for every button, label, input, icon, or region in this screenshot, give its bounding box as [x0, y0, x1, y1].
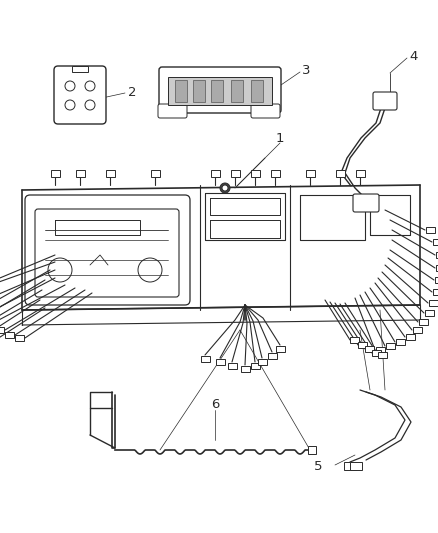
Bar [336, 169, 345, 176]
Bar [435, 252, 438, 258]
Bar [344, 462, 356, 470]
Bar [356, 169, 364, 176]
Bar [251, 363, 259, 369]
FancyBboxPatch shape [158, 104, 187, 118]
Bar [201, 356, 209, 362]
Bar [350, 337, 358, 343]
FancyBboxPatch shape [251, 104, 280, 118]
Bar [75, 169, 85, 176]
Text: 5: 5 [314, 461, 322, 473]
Bar [268, 353, 276, 359]
Bar [406, 334, 414, 340]
Circle shape [220, 183, 230, 193]
FancyBboxPatch shape [159, 67, 281, 113]
Bar [211, 80, 223, 102]
Bar [432, 239, 438, 245]
Bar [276, 346, 285, 352]
Bar [428, 300, 438, 306]
Bar [230, 169, 240, 176]
Bar [14, 335, 24, 341]
Bar [378, 352, 386, 358]
Bar [168, 77, 272, 105]
Text: 4: 4 [409, 50, 417, 62]
Bar [151, 169, 159, 176]
Text: 3: 3 [302, 63, 311, 77]
Bar [425, 227, 434, 233]
FancyBboxPatch shape [373, 92, 397, 110]
FancyBboxPatch shape [353, 194, 379, 212]
Text: 2: 2 [128, 86, 137, 100]
Bar [305, 169, 314, 176]
Bar [418, 319, 427, 325]
Bar [375, 347, 385, 353]
Text: 6: 6 [211, 399, 219, 411]
Bar [50, 169, 60, 176]
Bar [413, 327, 421, 333]
Bar [211, 169, 219, 176]
Bar [435, 265, 438, 271]
Bar [175, 80, 187, 102]
Text: 1: 1 [276, 132, 284, 144]
Bar [72, 66, 88, 72]
Bar [258, 359, 266, 365]
Bar [424, 310, 434, 316]
Bar [231, 80, 243, 102]
Bar [227, 363, 237, 369]
Bar [364, 346, 374, 352]
FancyBboxPatch shape [54, 66, 106, 124]
Bar [308, 446, 316, 454]
Bar [371, 350, 381, 356]
Bar [251, 80, 263, 102]
Bar [350, 462, 362, 470]
Bar [251, 169, 259, 176]
Bar [4, 332, 14, 338]
Bar [193, 80, 205, 102]
Bar [106, 169, 114, 176]
Bar [434, 277, 438, 283]
Bar [396, 339, 405, 345]
Bar [271, 169, 279, 176]
Bar [0, 327, 4, 333]
Bar [432, 289, 438, 295]
Circle shape [222, 185, 228, 191]
Bar [357, 342, 367, 348]
Bar [215, 359, 225, 365]
Bar [240, 366, 250, 372]
Bar [385, 343, 395, 349]
